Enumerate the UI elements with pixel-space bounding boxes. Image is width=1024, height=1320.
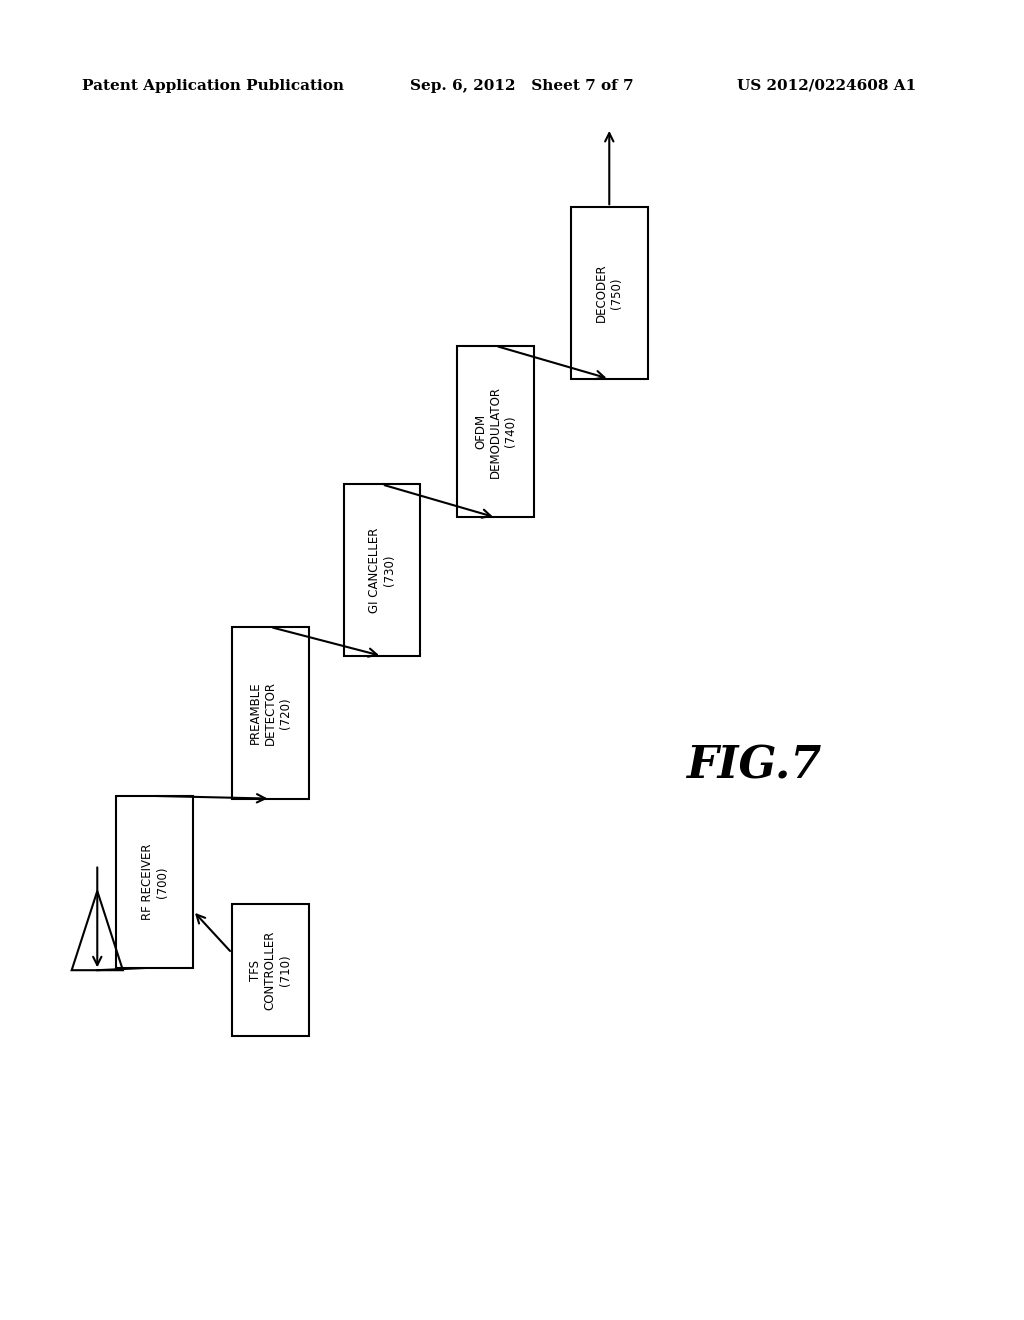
Bar [231,627,309,799]
Text: RF RECEIVER
(700): RF RECEIVER (700) [140,843,169,920]
Text: TFS
CONTROLLER
(710): TFS CONTROLLER (710) [249,931,292,1010]
Text: DECODER
(750): DECODER (750) [595,264,624,322]
Text: GI CANCELLER
(730): GI CANCELLER (730) [368,528,396,612]
Text: Patent Application Publication: Patent Application Publication [82,79,344,92]
Bar [116,796,193,968]
Bar [344,484,421,656]
Text: Sep. 6, 2012   Sheet 7 of 7: Sep. 6, 2012 Sheet 7 of 7 [410,79,633,92]
Bar [571,207,647,379]
Bar [231,904,309,1036]
Text: OFDM
DEMODULATOR
(740): OFDM DEMODULATOR (740) [474,385,517,478]
Bar [457,346,535,517]
Text: PREAMBLE
DETECTOR
(720): PREAMBLE DETECTOR (720) [249,681,292,744]
Text: FIG.7: FIG.7 [686,744,821,787]
Text: US 2012/0224608 A1: US 2012/0224608 A1 [737,79,916,92]
